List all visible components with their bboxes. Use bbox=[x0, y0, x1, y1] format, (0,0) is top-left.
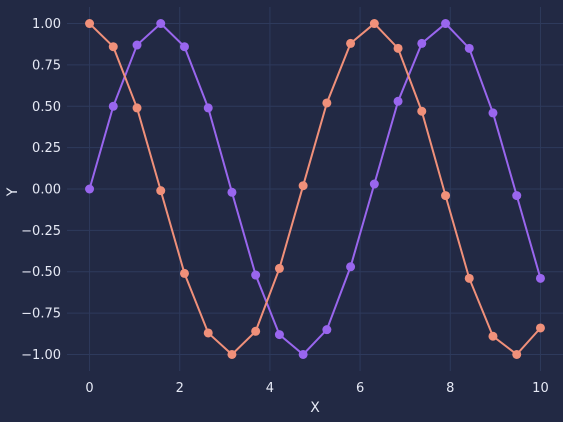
data-point bbox=[156, 19, 166, 29]
y-tick-label: 0.25 bbox=[32, 141, 61, 156]
data-point bbox=[203, 103, 213, 113]
series-1 bbox=[85, 19, 545, 359]
data-point bbox=[464, 273, 474, 283]
data-point bbox=[227, 187, 237, 197]
data-point bbox=[393, 43, 403, 53]
y-tick-label: −1.00 bbox=[21, 348, 61, 363]
data-point bbox=[393, 96, 403, 106]
data-point bbox=[369, 19, 379, 29]
data-point bbox=[512, 191, 522, 201]
data-point bbox=[251, 270, 261, 280]
data-point bbox=[535, 273, 545, 283]
data-point bbox=[179, 42, 189, 52]
data-point bbox=[346, 262, 356, 272]
y-tick-label: 0.50 bbox=[32, 100, 61, 115]
series-group bbox=[85, 19, 545, 359]
data-point bbox=[274, 330, 284, 340]
data-point bbox=[488, 331, 498, 341]
data-point bbox=[488, 108, 498, 118]
data-point bbox=[227, 349, 237, 359]
x-axis-label: X bbox=[310, 400, 320, 416]
data-point bbox=[179, 268, 189, 278]
data-point bbox=[85, 184, 95, 194]
y-tick-label: 0.75 bbox=[32, 58, 61, 73]
series-2 bbox=[85, 19, 545, 359]
data-point bbox=[298, 349, 308, 359]
y-tick-label: 0.00 bbox=[32, 183, 61, 198]
x-tick-label: 2 bbox=[176, 381, 184, 396]
data-point bbox=[369, 179, 379, 189]
y-tick-label: −0.75 bbox=[21, 307, 61, 322]
y-tick-label: 1.00 bbox=[32, 17, 61, 32]
x-tick-label: 8 bbox=[446, 381, 454, 396]
data-point bbox=[322, 325, 332, 335]
data-point bbox=[251, 326, 261, 336]
data-point bbox=[132, 103, 142, 113]
data-point bbox=[464, 43, 474, 53]
x-tick-label: 10 bbox=[532, 381, 549, 396]
series-line bbox=[88, 22, 542, 356]
x-tick-label: 6 bbox=[356, 381, 364, 396]
y-tick-label: −0.25 bbox=[21, 224, 61, 239]
data-point bbox=[274, 263, 284, 273]
data-point bbox=[156, 186, 166, 196]
data-point bbox=[322, 98, 332, 108]
data-point bbox=[108, 42, 118, 52]
data-point bbox=[132, 40, 142, 50]
data-point bbox=[108, 101, 118, 111]
data-point bbox=[417, 38, 427, 48]
series-line bbox=[88, 22, 542, 356]
data-point bbox=[441, 191, 451, 201]
data-point bbox=[417, 106, 427, 116]
x-tick-label: 0 bbox=[85, 381, 93, 396]
tick-labels: 0 2 4 6 8 10 1.00 0.75 0.50 0.25 0.00 −0.25 −0.50 −0.… bbox=[21, 17, 549, 396]
data-point bbox=[535, 323, 545, 333]
data-point bbox=[85, 19, 95, 29]
data-point bbox=[203, 328, 213, 338]
data-point bbox=[346, 38, 356, 48]
y-axis-label: Y bbox=[5, 187, 21, 197]
data-point bbox=[298, 181, 308, 191]
data-point bbox=[441, 19, 451, 29]
y-tick-label: −0.50 bbox=[21, 265, 61, 280]
data-point bbox=[512, 349, 522, 359]
x-tick-label: 4 bbox=[266, 381, 274, 396]
